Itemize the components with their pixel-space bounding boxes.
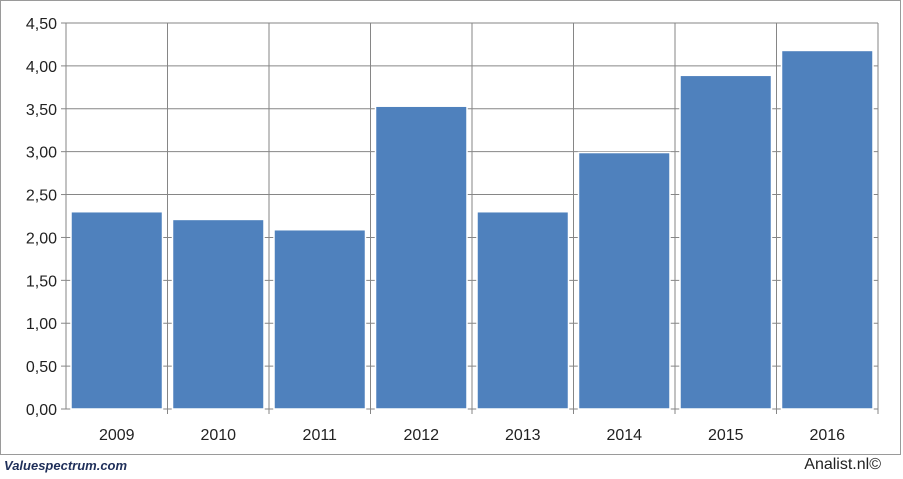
bar-chart: 0,00 0,50 1,00 1,50 2,00 2,50 3,00 3,50 4,00 4,50… — [26, 16, 879, 444]
x-tick-label: 2010 — [200, 427, 236, 444]
y-tick-label: 3,00 — [26, 145, 57, 162]
source-right-label: Analist.nl© — [804, 456, 881, 473]
x-tick-label: 2013 — [505, 427, 541, 444]
x-tick-label: 2011 — [303, 427, 338, 444]
y-tick-label: 4,50 — [26, 16, 57, 33]
x-tick-label: 2009 — [99, 427, 135, 444]
y-tick-label: 0,00 — [26, 402, 57, 419]
y-tick-label: 3,50 — [26, 102, 57, 119]
x-tick-label: 2016 — [809, 427, 845, 444]
y-tick-label: 2,00 — [26, 230, 57, 247]
x-tick-label: 2012 — [403, 427, 439, 444]
x-tick-label: 2015 — [708, 427, 744, 444]
source-left-label: Valuespectrum.com — [4, 458, 128, 473]
x-tick-label: 2014 — [606, 427, 642, 444]
bar-2009 — [70, 210, 164, 410]
y-tick-label: 2,50 — [26, 188, 57, 205]
y-tick-label: 0,50 — [26, 359, 57, 376]
bar-2013 — [476, 210, 570, 410]
y-tick-label: 4,00 — [26, 59, 57, 76]
bar-2011 — [273, 228, 367, 410]
bar-2016 — [780, 49, 874, 410]
bar-2010 — [171, 218, 265, 410]
y-tick-label: 1,50 — [26, 273, 57, 290]
bar-2012 — [374, 105, 468, 410]
bar-2014 — [577, 151, 671, 410]
bar-2015 — [679, 74, 773, 410]
y-tick-label: 1,00 — [26, 316, 57, 333]
